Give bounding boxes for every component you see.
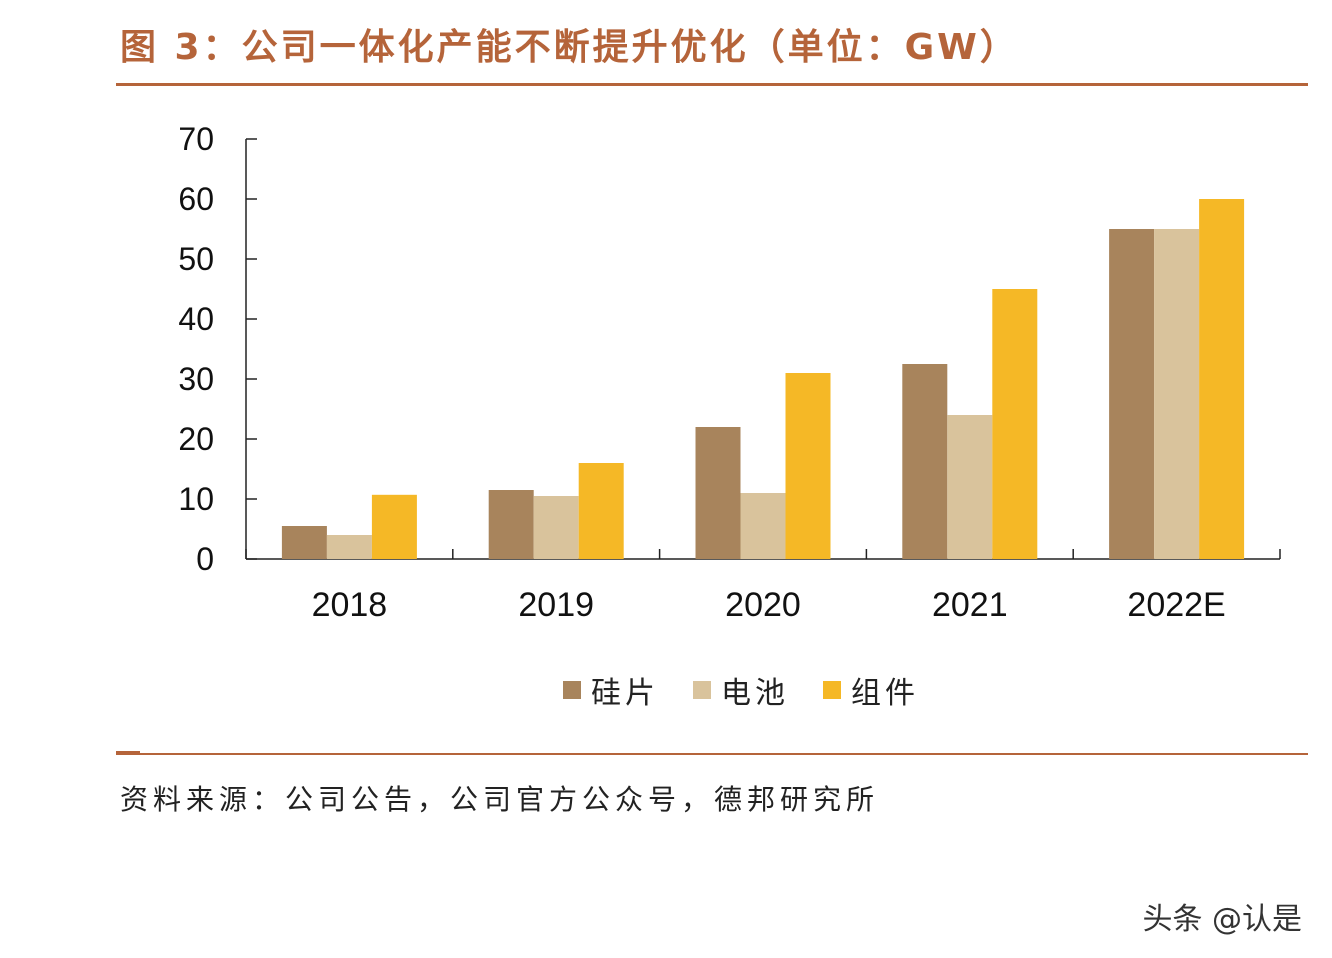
legend-swatch-module <box>823 681 841 699</box>
x-tick-label: 2022E <box>1127 586 1225 624</box>
bar-硅片-2020 <box>695 427 741 559</box>
legend-item-wafer: 硅片 <box>563 668 659 712</box>
y-tick-label: 40 <box>178 301 214 337</box>
bar-电池-2022E <box>1154 229 1200 559</box>
y-tick-label: 60 <box>178 181 214 217</box>
bar-chart: 0 10 20 30 40 50 60 70 2018 2019 2020 2021 2022E <box>178 121 1281 624</box>
legend-swatch-cell <box>693 681 711 699</box>
bar-硅片-2019 <box>488 490 534 559</box>
y-tick-label: 0 <box>196 541 214 577</box>
legend-item-cell: 电池 <box>693 668 789 712</box>
x-tick-label: 2019 <box>518 586 594 624</box>
legend-label-cell: 电池 <box>721 676 789 711</box>
watermark: 头条 @认是 <box>1142 902 1302 937</box>
chart-area: 0 10 20 30 40 50 60 70 2018 2019 2020 2021 2022E <box>150 110 1310 650</box>
bar-组件-2022E <box>1199 199 1245 559</box>
source-note: 资料来源：公司公告，公司官方公众号，德邦研究所 <box>120 783 880 816</box>
legend-swatch-wafer <box>563 681 581 699</box>
source-rule <box>116 753 1308 755</box>
y-tick-label: 20 <box>178 421 214 457</box>
bar-电池-2021 <box>947 415 993 559</box>
bar-电池-2020 <box>740 493 786 559</box>
y-tick-label: 30 <box>178 361 214 397</box>
bar-电池-2019 <box>533 496 579 559</box>
title-rule <box>116 83 1308 86</box>
y-tick-label: 10 <box>178 481 214 517</box>
bar-硅片-2021 <box>902 364 948 559</box>
bar-组件-2019 <box>578 463 624 559</box>
legend-label-module: 组件 <box>851 676 919 711</box>
x-tick-label: 2020 <box>725 586 801 624</box>
x-tick-label: 2021 <box>932 586 1008 624</box>
legend-label-wafer: 硅片 <box>591 676 659 711</box>
figure-title: 图 3：公司一体化产能不断提升优化（单位：GW） <box>120 27 1019 68</box>
y-tick-label: 70 <box>178 121 214 157</box>
y-tick-label: 50 <box>178 241 214 277</box>
bar-组件-2018 <box>371 494 417 559</box>
legend: 硅片 电池 组件 <box>0 668 1332 712</box>
bar-组件-2020 <box>785 373 831 559</box>
bar-组件-2021 <box>992 289 1038 559</box>
legend-item-module: 组件 <box>823 668 919 712</box>
bar-硅片-2018 <box>281 526 327 559</box>
x-tick-label: 2018 <box>312 586 388 624</box>
source-rule-accent <box>116 751 140 754</box>
bar-硅片-2022E <box>1109 229 1155 559</box>
bar-电池-2018 <box>326 535 372 559</box>
